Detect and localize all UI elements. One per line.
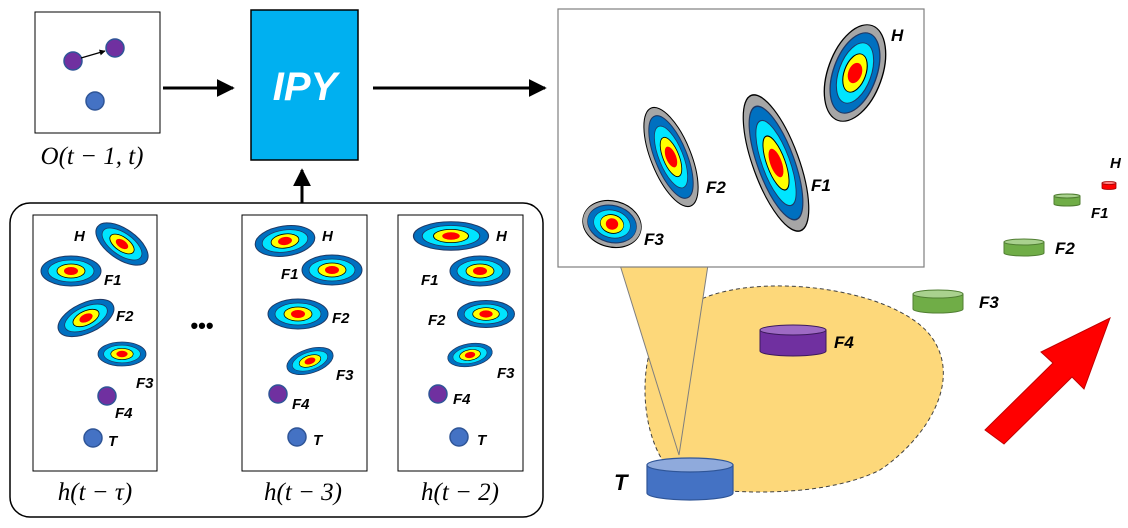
history-panel-2: H F1 F2 F3 F4 T [397,214,524,472]
p1-label-h: H [74,228,86,245]
history-label-2: h(t − 2) [421,479,499,506]
p3-label-f2: F2 [428,312,446,329]
p1-label-t: T [108,433,119,450]
p1-label-f3: F3 [136,375,154,392]
p2-label-h: H [322,228,334,245]
p2-label-f2: F2 [332,310,350,327]
f3-scene-label: F3 [979,293,999,312]
direction-arrow [984,316,1111,445]
p2-label-t: T [313,432,324,449]
pred-label-f1: F1 [811,176,831,195]
history-label-3: h(t − 3) [264,479,342,506]
target-cylinder [646,457,734,501]
observation-label: O(t − 1, t) [41,143,144,170]
pred-label-f2: F2 [706,178,726,197]
h-cylinder [1101,181,1117,190]
f4-cylinder [759,324,827,357]
history-ellipsis: ••• [190,313,213,338]
f4-dot-prev [63,51,83,71]
prediction-panel: H F1 F2 F3 [557,8,925,268]
history-panel-3: H F1 F2 F3 F4 T [241,214,368,472]
p3-label-f4: F4 [453,391,471,408]
p3-label-h: H [496,228,508,245]
f2-scene-label: F2 [1055,239,1075,258]
target-dot [85,91,105,111]
p1-label-f1: F1 [104,272,122,289]
p2-label-f3: F3 [336,367,354,384]
p2-label-f4: F4 [292,396,310,413]
f3-cylinder [912,289,964,314]
zone-area [644,285,944,493]
p1-label-f2: F2 [116,308,134,325]
f1-cylinder [1053,193,1081,207]
p2-label-f1: F1 [281,266,299,283]
target-label: T [614,470,629,495]
pred-label-f3: F3 [644,230,664,249]
p3-label-f3: F3 [497,365,515,382]
p3-label-t: T [477,432,488,449]
h-scene-label: H [1110,155,1122,172]
p1-label-f4: F4 [115,405,133,422]
motion-arrow [80,49,106,59]
history-label-tau: h(t − τ) [58,479,132,506]
observation-panel [34,11,161,134]
f1-scene-label: F1 [1091,205,1109,222]
pred-label-h: H [891,26,904,45]
f4-dot-current [105,38,125,58]
p3-label-f1: F1 [421,272,439,289]
model-box: IPY [250,9,359,161]
history-panel-tau: H F1 F2 F3 F4 T [32,214,158,472]
model-label: IPY [273,65,341,109]
f2-cylinder [1003,238,1045,257]
f4-scene-label: F4 [834,333,854,352]
